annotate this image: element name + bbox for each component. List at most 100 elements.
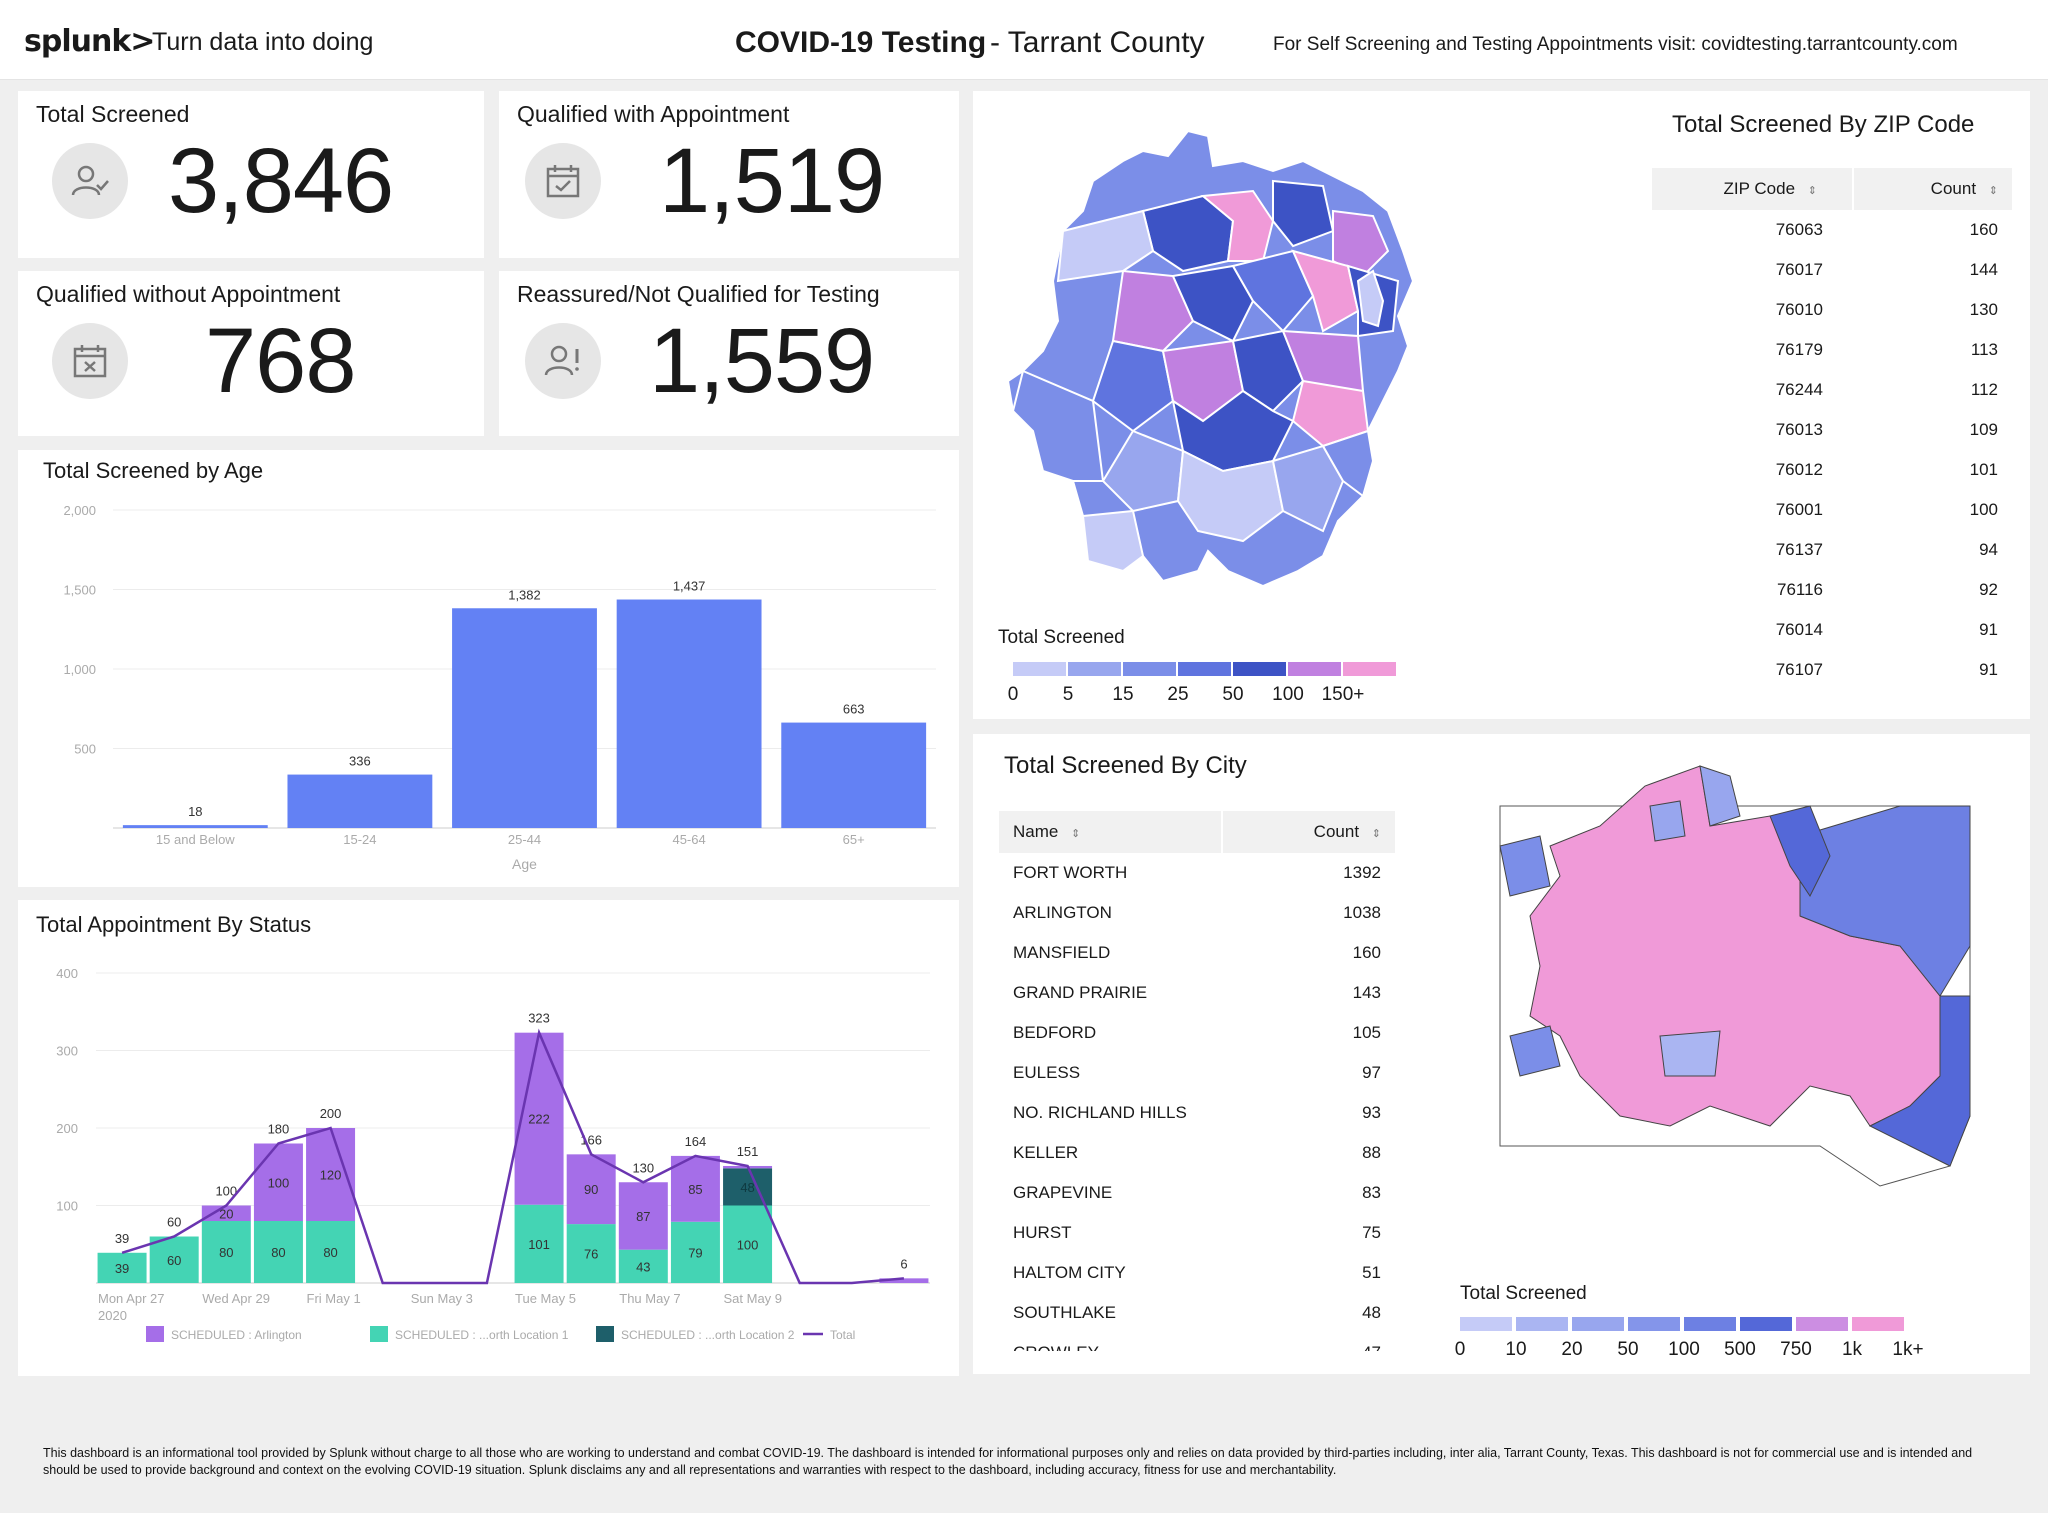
total-value-label: 6 (900, 1256, 907, 1271)
table-row[interactable]: 76014 91 (1652, 610, 2012, 650)
table-row[interactable]: EULESS 97 (999, 1053, 1395, 1093)
city-region[interactable] (1868, 995, 1971, 1167)
zip-region[interactable] (1231, 249, 1315, 333)
segment-value-label: 80 (271, 1245, 285, 1260)
table-row[interactable]: FORT WORTH 1392 (999, 853, 1395, 893)
zip-region[interactable] (1291, 249, 1360, 333)
sort-icon: ⇕ (1071, 828, 1081, 840)
table-row[interactable]: 76137 94 (1652, 530, 2012, 570)
table-cell: GRAND PRAIRIE (1013, 983, 1148, 1002)
city-region[interactable] (1509, 1025, 1561, 1077)
table-row[interactable]: 76001 100 (1652, 490, 2012, 530)
city-region[interactable] (1699, 765, 1741, 827)
legend-label: SCHEDULED : ...orth Location 2 (621, 1328, 795, 1342)
age-bar (287, 774, 433, 828)
page-title: COVID-19 Testing (735, 26, 987, 59)
zip-region[interactable] (1272, 179, 1335, 248)
table-row[interactable]: ARLINGTON 1038 (999, 893, 1395, 933)
city-region[interactable] (1649, 800, 1686, 842)
count-col-header[interactable]: Count ⇕ (1223, 811, 1395, 853)
zip-region[interactable] (1332, 209, 1390, 278)
count-col-label: Count (1930, 179, 1977, 198)
count-col-label: Count (1313, 822, 1360, 841)
table-row[interactable]: 76107 91 (1652, 650, 2012, 690)
zip-region[interactable] (1081, 509, 1145, 573)
table-row[interactable]: BEDFORD 105 (999, 1013, 1395, 1053)
x-tick-label: Sun May 3 (411, 1291, 473, 1306)
table-row[interactable]: GRAND PRAIRIE 143 (999, 973, 1395, 1013)
zip-region[interactable] (1011, 369, 1105, 482)
kpi-value: 768 (205, 310, 356, 412)
legend-swatch (1516, 1317, 1568, 1331)
table-row[interactable]: NO. RICHLAND HILLS 93 (999, 1093, 1395, 1133)
table-row[interactable]: HALTOM CITY 51 (999, 1253, 1395, 1293)
status-bar-segment (670, 1221, 720, 1283)
table-row[interactable]: KELLER 88 (999, 1133, 1395, 1173)
table-cell: 76012 (1775, 460, 1823, 479)
count-col-header[interactable]: Count ⇕ (1854, 168, 2012, 210)
status-bar-segment (201, 1205, 251, 1221)
segment-value-label: 222 (528, 1112, 550, 1127)
table-cell: 91 (1979, 620, 1998, 639)
city-region[interactable] (1499, 835, 1551, 897)
name-col-header[interactable]: Name ⇕ (999, 811, 1221, 853)
city-region[interactable] (1769, 805, 1831, 897)
city-choropleth-map[interactable] (1470, 746, 2000, 1286)
zip-col-header[interactable]: ZIP Code ⇕ (1652, 168, 1852, 210)
legend-label: 500 (1724, 1339, 1756, 1360)
legend-swatch (1013, 662, 1066, 676)
table-row[interactable]: 76013 109 (1652, 410, 2012, 450)
legend-swatch (1068, 662, 1121, 676)
legend-swatch (1684, 1317, 1736, 1331)
zip-region[interactable] (1231, 329, 1305, 413)
table-cell: 48 (1362, 1303, 1381, 1322)
city-map-panel: Total Screened By City Name ⇕ Count ⇕ FO… (973, 734, 2030, 1374)
segment-value-label: 90 (584, 1182, 598, 1197)
city-region[interactable] (1659, 1030, 1721, 1077)
table-cell: 76063 (1775, 220, 1823, 239)
table-cell: HALTOM CITY (1013, 1263, 1126, 1282)
table-cell: 130 (1969, 300, 1998, 319)
status-chart-panel: Total Appointment By Status 100 200 300 400… (18, 900, 959, 1376)
zip-region[interactable] (1176, 449, 1285, 543)
table-row[interactable]: CROWLEY 47 (999, 1333, 1395, 1351)
x-tick-label: Sat May 9 (724, 1291, 783, 1306)
table-row[interactable]: GRAPEVINE 83 (999, 1173, 1395, 1213)
zip-region[interactable] (1321, 429, 1375, 498)
zip-region[interactable] (1271, 444, 1345, 533)
table-row[interactable]: 76116 92 (1652, 570, 2012, 610)
status-bar-segment (566, 1154, 616, 1225)
table-row[interactable]: 76179 113 (1652, 330, 2012, 370)
table-row[interactable]: 76010 130 (1652, 290, 2012, 330)
table-row[interactable]: 76012 101 (1652, 450, 2012, 490)
status-bar-segment (723, 1168, 773, 1206)
y-tick-label: 200 (56, 1121, 78, 1136)
legend-label: SCHEDULED : Arlington (171, 1328, 302, 1342)
table-row[interactable]: 76017 144 (1652, 250, 2012, 290)
bar-value-label: 1,382 (508, 587, 541, 602)
table-row[interactable]: MANSFIELD 160 (999, 933, 1395, 973)
legend-swatch (370, 1326, 388, 1342)
table-cell: 76137 (1775, 540, 1823, 559)
segment-value-label: 39 (115, 1261, 129, 1276)
legend-swatch (1233, 662, 1286, 676)
splunk-logo[interactable]: splunk> (24, 24, 155, 59)
segment-value-label: 80 (219, 1245, 233, 1260)
table-row[interactable]: HURST 75 (999, 1213, 1395, 1253)
table-cell: CROWLEY (1013, 1333, 1099, 1351)
total-value-label: 151 (737, 1144, 759, 1159)
zip-region[interactable] (1356, 269, 1385, 328)
zip-region[interactable] (1056, 209, 1155, 283)
table-cell: 144 (1969, 260, 1998, 279)
zip-region[interactable] (1171, 264, 1255, 343)
zip-region[interactable] (1101, 429, 1185, 513)
sort-icon: ⇕ (1988, 185, 1998, 197)
zip-choropleth-map[interactable] (1003, 101, 1543, 641)
zip-region[interactable] (1091, 339, 1175, 433)
kpi-qualified-without-appointment: Qualified without Appointment 768 (18, 271, 484, 436)
table-row[interactable]: 76244 112 (1652, 370, 2012, 410)
zip-region[interactable] (1111, 269, 1195, 353)
table-row[interactable]: 76063 160 (1652, 210, 2012, 250)
table-row[interactable]: SOUTHLAKE 48 (999, 1293, 1395, 1333)
top-bar: splunk> Turn data into doing COVID-19 Te… (0, 0, 2048, 80)
